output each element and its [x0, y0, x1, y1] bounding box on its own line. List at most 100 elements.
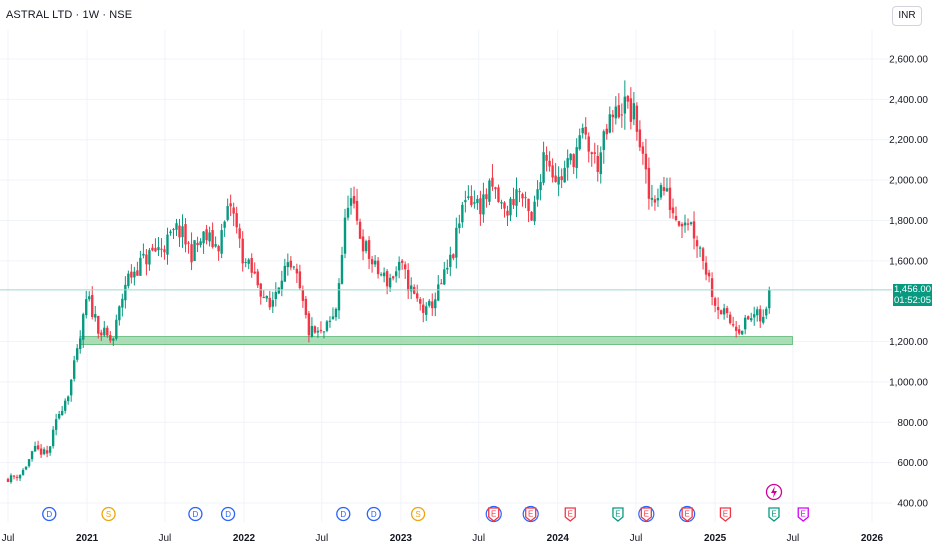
- dividend-icon: [336, 506, 351, 522]
- candle-body: [587, 136, 590, 152]
- candle-body: [157, 247, 160, 251]
- earnings-shield-icon: [612, 507, 624, 522]
- candle-body: [283, 265, 287, 282]
- candle-body: [15, 476, 19, 478]
- candle-body: [677, 221, 681, 226]
- candle-body: [725, 308, 729, 314]
- candle-body: [641, 146, 645, 154]
- candle-body: [560, 176, 563, 181]
- earnings-shield-icon: [564, 507, 576, 522]
- candle-body: [304, 298, 308, 315]
- candle-body: [205, 229, 208, 241]
- event-label: S: [415, 510, 420, 519]
- candle-body: [632, 103, 636, 120]
- candle-body: [160, 248, 163, 250]
- price-tick-label: 2,000.00: [889, 176, 928, 187]
- candle-body: [18, 474, 22, 479]
- candle-body: [419, 299, 422, 304]
- candle-body: [48, 446, 52, 453]
- candle-body: [406, 269, 410, 291]
- candle-body: [768, 289, 771, 309]
- candle-body: [509, 198, 512, 216]
- candle-body: [458, 223, 461, 229]
- candlestick-series: [6, 80, 771, 484]
- time-tick-label: Jul: [2, 533, 15, 544]
- candle-body: [650, 197, 654, 200]
- candle-body: [671, 207, 675, 214]
- candle-body: [554, 175, 557, 183]
- candle-body: [172, 229, 175, 231]
- candle-body: [316, 330, 320, 333]
- candle-body: [464, 200, 467, 203]
- candle-body: [581, 127, 584, 134]
- dividend-icon: [188, 506, 203, 522]
- candle-body: [638, 129, 642, 148]
- candle-body: [515, 189, 518, 206]
- candle-body: [578, 135, 581, 150]
- event-marker-e: E: [485, 505, 502, 523]
- candle-body: [707, 272, 711, 277]
- price-tick-label: 2,200.00: [889, 135, 928, 146]
- candle-body: [740, 330, 744, 335]
- event-label: D: [225, 510, 231, 519]
- candle-body: [376, 260, 380, 275]
- candle-body: [569, 153, 572, 161]
- candle-body: [250, 258, 253, 273]
- time-tick-label: 2025: [704, 533, 727, 544]
- currency-button[interactable]: INR: [892, 6, 922, 26]
- candle-body: [124, 284, 127, 301]
- candle-body: [45, 450, 49, 454]
- candle-body: [608, 114, 611, 133]
- event-marker-e: E: [765, 483, 783, 522]
- price-axis[interactable]: 2,600.00 2,400.00 2,200.00 2,000.00 1,800.00…: [889, 55, 928, 510]
- price-tick-label: 1,600.00: [889, 256, 928, 267]
- candle-body: [572, 154, 575, 168]
- candle-body: [30, 451, 34, 460]
- price-tick-label: 1,200.00: [889, 337, 928, 348]
- price-tick-label: 2,600.00: [889, 55, 928, 66]
- candle-body: [593, 152, 596, 154]
- candle-body: [256, 271, 259, 286]
- candle-body: [27, 459, 31, 467]
- candle-body: [545, 154, 548, 161]
- event-label: S: [106, 510, 111, 519]
- earnings-shield-icon: [719, 507, 732, 522]
- candle-body: [352, 195, 356, 204]
- candle-body: [100, 332, 103, 336]
- candle-body: [575, 147, 578, 168]
- candle-body: [94, 314, 97, 318]
- candle-body: [750, 318, 753, 321]
- support-zone: [79, 336, 793, 345]
- candle-body: [394, 271, 398, 277]
- time-axis[interactable]: Jul 2021 Jul 2022 Jul 2023 Jul 2024 Jul 2025 Jul 20…: [2, 533, 884, 544]
- price-tick-label: 2,400.00: [889, 95, 928, 106]
- candle-body: [488, 180, 491, 202]
- candle-body: [112, 338, 115, 341]
- event-marker-e: E: [522, 505, 539, 523]
- candle-body: [60, 410, 64, 416]
- candle-body: [193, 240, 196, 261]
- candle-body: [133, 271, 136, 278]
- candle-body: [503, 202, 506, 209]
- earnings-shield-icon: [681, 507, 693, 522]
- time-tick-label: 2022: [233, 533, 256, 544]
- candle-body: [88, 296, 91, 300]
- time-tick-label: 2023: [390, 533, 413, 544]
- event-label: D: [340, 510, 346, 519]
- event-label: E: [615, 510, 620, 519]
- candle-body: [39, 448, 43, 455]
- dividend-icon: [366, 506, 381, 522]
- candle-body: [226, 206, 229, 220]
- candle-body: [536, 189, 539, 200]
- candle-body: [446, 267, 449, 270]
- candle-body: [449, 254, 452, 268]
- candle-body: [527, 198, 530, 212]
- event-marker-s: S: [410, 506, 426, 522]
- event-marker-d: D: [188, 506, 203, 522]
- candle-body: [217, 246, 220, 252]
- candle-body: [21, 469, 25, 475]
- time-tick-label: 2021: [76, 533, 99, 544]
- candle-body: [680, 224, 684, 227]
